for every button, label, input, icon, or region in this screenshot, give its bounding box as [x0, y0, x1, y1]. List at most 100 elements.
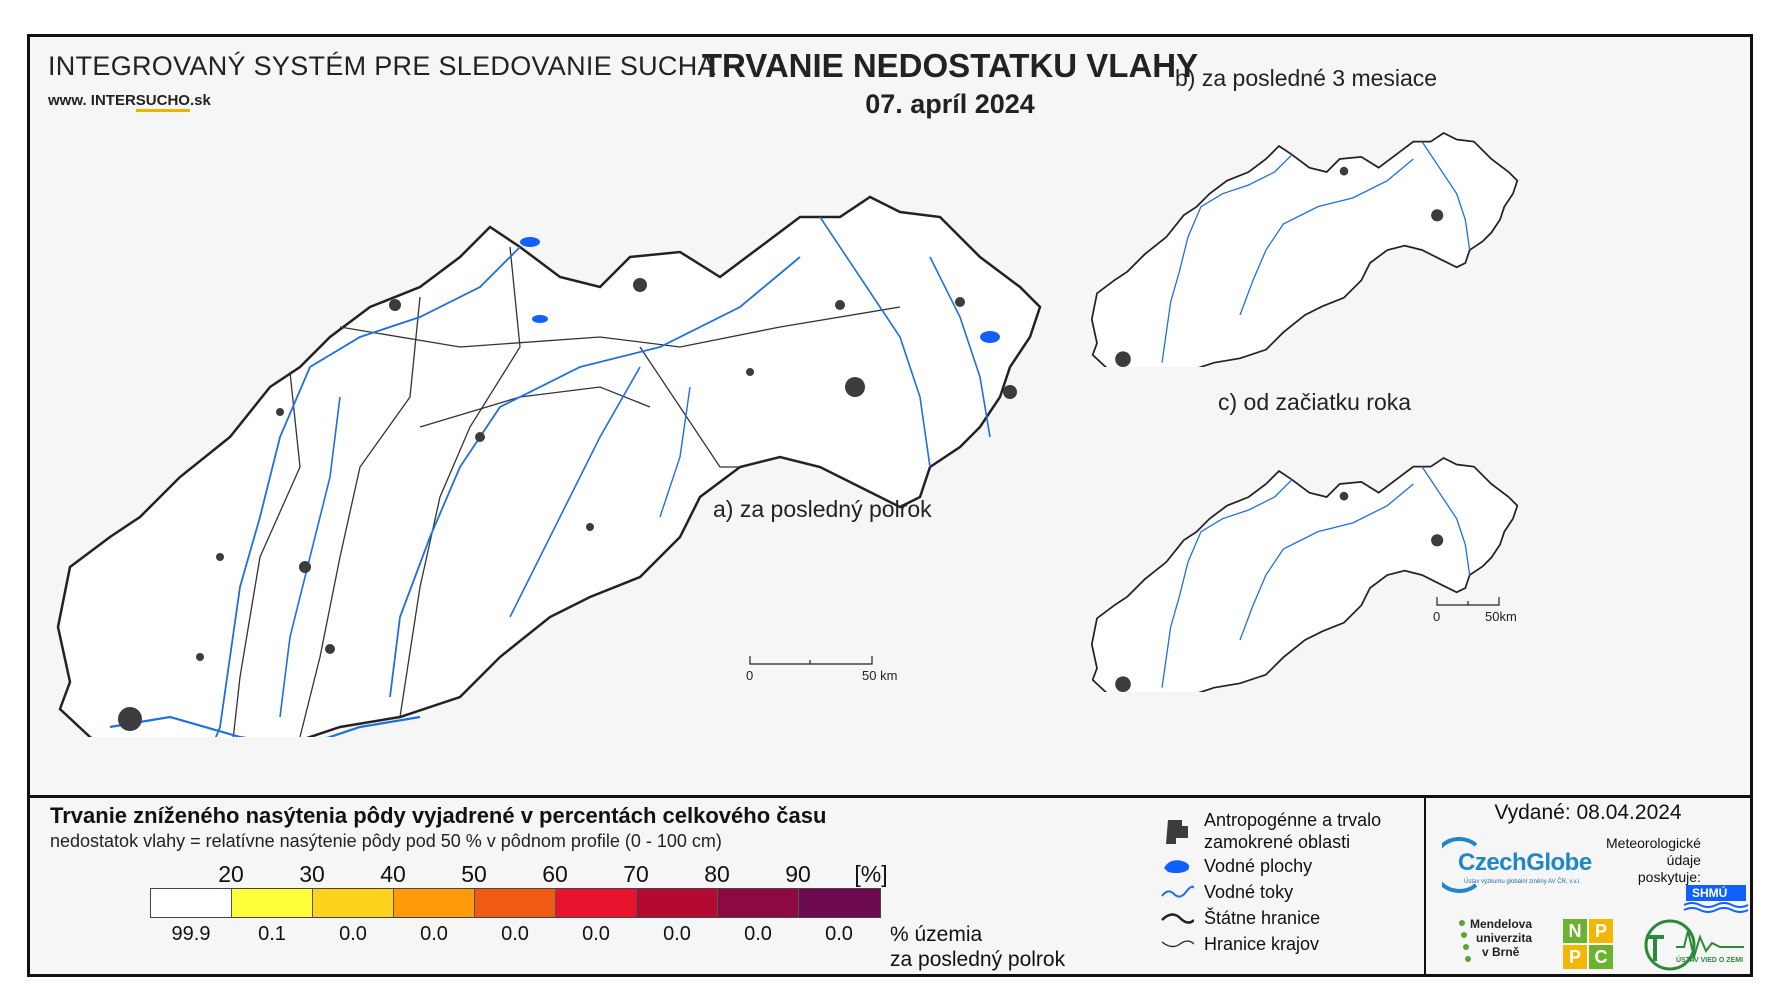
urban-area — [299, 561, 311, 573]
urban-area — [1003, 385, 1017, 399]
urban-area — [746, 368, 754, 376]
uvz-logo: ÚSTAV VIED O ZEMI — [1640, 917, 1750, 973]
region-border-icon — [1161, 940, 1194, 948]
main-map — [56, 195, 1042, 737]
npc-letter: P — [1563, 945, 1587, 969]
map-frame: INTEGROVANÝ SYSTÉM PRE SLEDOVANIE SUCHA … — [27, 34, 1753, 977]
symbol-label: Vodné toky — [1204, 882, 1294, 902]
river-hron — [389, 256, 801, 698]
percent-caption-line1: % územia — [890, 923, 983, 946]
percent-value: 0.1 — [258, 923, 286, 945]
ramp-cell — [232, 889, 313, 917]
main-scale-end: 50 km — [862, 668, 898, 683]
ramp-cell — [799, 889, 880, 917]
shmu-text: SHMÚ — [1692, 886, 1728, 900]
symbol-label: Antropogénne a trvalo — [1204, 810, 1382, 830]
map-date: 07. apríl 2024 — [865, 89, 1035, 119]
meteo-line2: údaje — [1666, 852, 1701, 868]
urban-area — [216, 553, 224, 561]
urban-area — [835, 300, 845, 310]
river-vah — [215, 246, 521, 737]
percent-value: 0.0 — [582, 923, 610, 945]
percent-value: 0.0 — [663, 923, 691, 945]
meteo-line1: Meteorologické — [1606, 835, 1701, 851]
small-scale-start: 0 — [1433, 609, 1441, 624]
color-ramp — [150, 888, 881, 918]
mendel-line2: univerzita — [1476, 931, 1533, 945]
czechglobe-name: CzechGlobe — [1458, 849, 1592, 876]
issued-date: Vydané: 08.04.2024 — [1494, 801, 1682, 824]
urban-area-icon — [1166, 820, 1188, 844]
river-danube — [109, 715, 421, 737]
urban-area — [196, 653, 204, 661]
ramp-cell — [637, 889, 718, 917]
river-hornad — [819, 216, 931, 468]
url-suffix: .sk — [189, 92, 211, 109]
uvz-text: ÚSTAV VIED O ZEMI — [1676, 957, 1744, 964]
symbol-legend: Antropogénne a trvalo zamokrené oblasti … — [1160, 809, 1381, 957]
urban-area — [633, 278, 647, 292]
ramp-cell — [313, 889, 394, 917]
percent-caption-line2: za posledný polrok — [890, 948, 1066, 971]
panel-c-label: c) od začiatku roka — [1218, 389, 1412, 415]
meteo-credit: Meteorologické údaje poskytuje: — [1606, 835, 1701, 886]
urban-area — [276, 408, 284, 416]
threshold-unit: [%] — [854, 861, 888, 887]
water-body — [532, 315, 548, 323]
urban-area — [586, 523, 594, 531]
legend-subtitle: nedostatok vlahy = relatívne nasýtenie p… — [50, 831, 722, 851]
urban-area — [325, 644, 335, 654]
mendel-dots-icon — [1459, 920, 1471, 962]
org-url[interactable]: www. INTERSUCHO.sk — [48, 92, 211, 112]
small-scale-end: 50km — [1485, 609, 1517, 624]
river-icon — [1161, 885, 1194, 898]
river-ipel — [509, 366, 641, 618]
threshold-label: 80 — [704, 861, 730, 887]
water-body — [520, 237, 540, 247]
urban-area — [118, 707, 142, 731]
ramp-cell — [556, 889, 637, 917]
ramp-cell — [718, 889, 799, 917]
river-nitra — [279, 396, 341, 718]
url-prefix: www. INTER — [48, 92, 136, 109]
map-c — [1090, 456, 1519, 692]
symbol-label: Štátne hranice — [1204, 908, 1321, 928]
urban-area — [845, 377, 865, 397]
threshold-label: 90 — [785, 861, 811, 887]
threshold-label: 70 — [623, 861, 649, 887]
region-border — [639, 346, 740, 468]
legend-title: Trvanie zníženého nasýtenia pôdy vyjadre… — [50, 803, 827, 828]
symbol-row-urban: Antropogénne a trvalo zamokrené oblasti — [1160, 809, 1381, 853]
percent-value: 99.9 — [171, 923, 211, 945]
region-border — [299, 296, 421, 737]
region-border — [419, 386, 651, 428]
percent-caption: % územia za posledný polrok — [890, 922, 1065, 972]
npc-logo: N P P C — [1563, 919, 1613, 969]
npc-letter: N — [1563, 919, 1587, 943]
panel-a-label: a) za posledný polrok — [713, 496, 932, 522]
threshold-label: 60 — [542, 861, 568, 887]
czechglobe-logo: CzechGlobe Ústav výzkumu globální změny … — [1442, 837, 1600, 897]
ramp-cell — [394, 889, 475, 917]
shmu-logo: SHMÚ — [1682, 879, 1752, 913]
water-body-icon — [1164, 860, 1190, 874]
percent-value: 0.0 — [420, 923, 448, 945]
state-border-icon — [1161, 913, 1194, 924]
footer-divider — [1424, 795, 1426, 975]
urban-area — [389, 299, 401, 311]
state-border — [56, 195, 1042, 737]
mendel-logo: Mendelova univerzita v Brně — [1459, 917, 1533, 962]
symbol-label: Vodné plochy — [1204, 856, 1313, 876]
mendel-line3: v Brně — [1482, 945, 1520, 959]
main-scale-start: 0 — [746, 668, 754, 683]
water-body — [980, 331, 1000, 343]
region-border — [399, 246, 521, 718]
main-scale-bar — [749, 656, 873, 665]
symbol-label: Hranice krajov — [1204, 934, 1320, 954]
url-highlight: SUCHO — [135, 92, 190, 112]
percent-value: 0.0 — [501, 923, 529, 945]
symbol-label: zamokrené oblasti — [1204, 832, 1351, 852]
percent-value: 0.0 — [825, 923, 853, 945]
percent-value: 0.0 — [744, 923, 772, 945]
region-border — [339, 306, 901, 348]
